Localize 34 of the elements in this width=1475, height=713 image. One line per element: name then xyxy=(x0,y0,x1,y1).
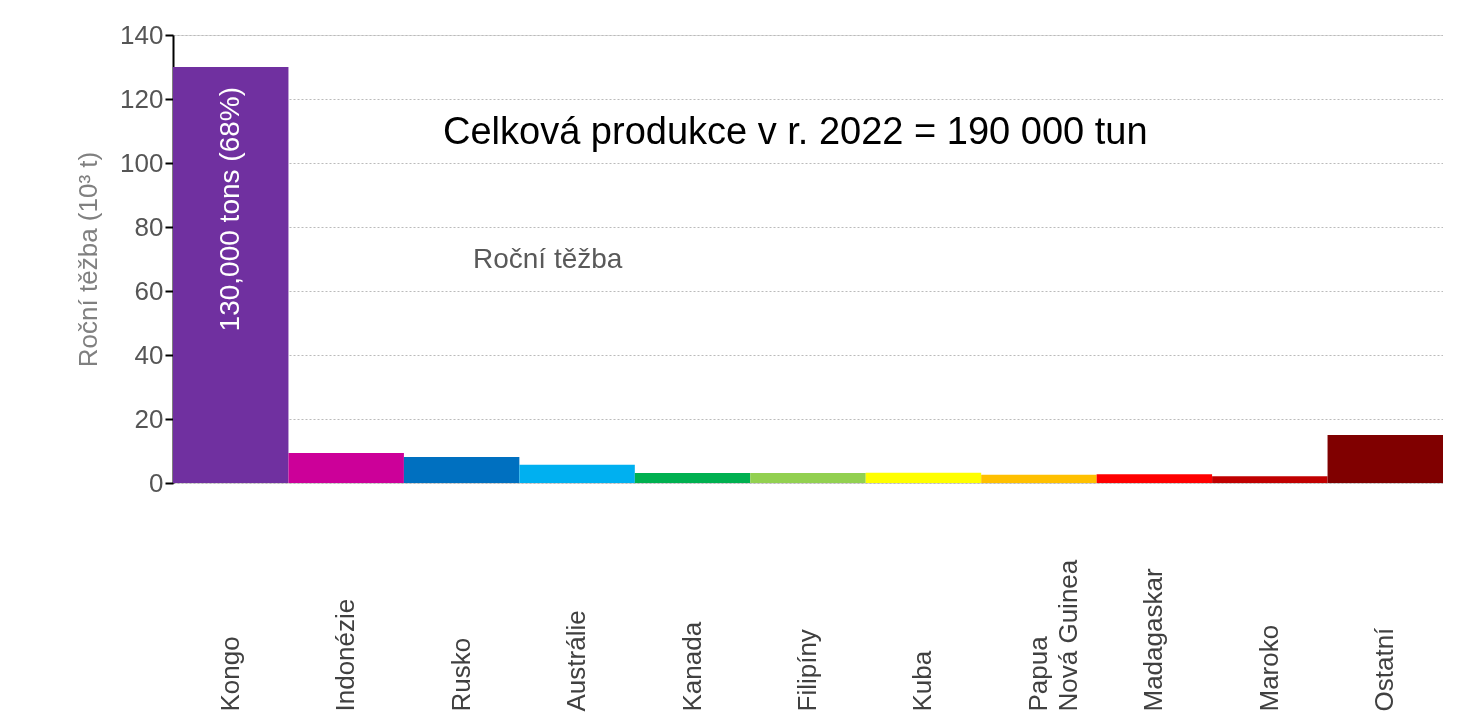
x-tick-label: Indonézie xyxy=(330,598,361,712)
bar xyxy=(750,473,866,483)
y-tick-label: 40 xyxy=(134,339,164,370)
bar xyxy=(519,464,635,483)
x-tick-label: Maroko xyxy=(1253,624,1284,712)
y-axis-title: Roční těžba (10³ t) xyxy=(73,151,104,368)
bar xyxy=(403,457,520,483)
x-tick-label: Kanada xyxy=(676,621,707,712)
bar xyxy=(865,472,982,483)
x-tick-label: Austrálie xyxy=(561,610,592,712)
bar xyxy=(1212,476,1328,483)
y-tick-label: 60 xyxy=(134,275,164,306)
y-tick-label: 80 xyxy=(134,211,164,242)
bar xyxy=(1096,474,1213,483)
x-tick-label: Kongo xyxy=(214,636,245,712)
bar xyxy=(634,473,751,483)
y-tick-label: 20 xyxy=(134,403,164,434)
y-tick-label: 140 xyxy=(120,19,164,50)
annotation: 130,000 tons (68%) xyxy=(213,87,245,332)
annotation: Roční těžba xyxy=(473,243,623,274)
bar xyxy=(1327,435,1443,483)
bar xyxy=(981,474,1097,483)
bar xyxy=(288,452,404,483)
annotation: Celková produkce v r. 2022 = 190 000 tun xyxy=(443,110,1148,152)
y-tick-label: 0 xyxy=(149,467,164,498)
x-tick-label: Rusko xyxy=(445,637,476,712)
bar xyxy=(173,67,289,483)
y-tick-label: 120 xyxy=(120,83,164,114)
y-tick-label: 100 xyxy=(120,147,164,178)
x-tick-label: Kuba xyxy=(907,650,938,712)
x-tick-label: Filipíny xyxy=(792,629,822,712)
x-tick-label: Madagaskar xyxy=(1138,568,1169,712)
x-tick-label: Papua Nová Guinea xyxy=(1022,559,1083,712)
x-tick-label: Ostatní xyxy=(1369,626,1400,712)
